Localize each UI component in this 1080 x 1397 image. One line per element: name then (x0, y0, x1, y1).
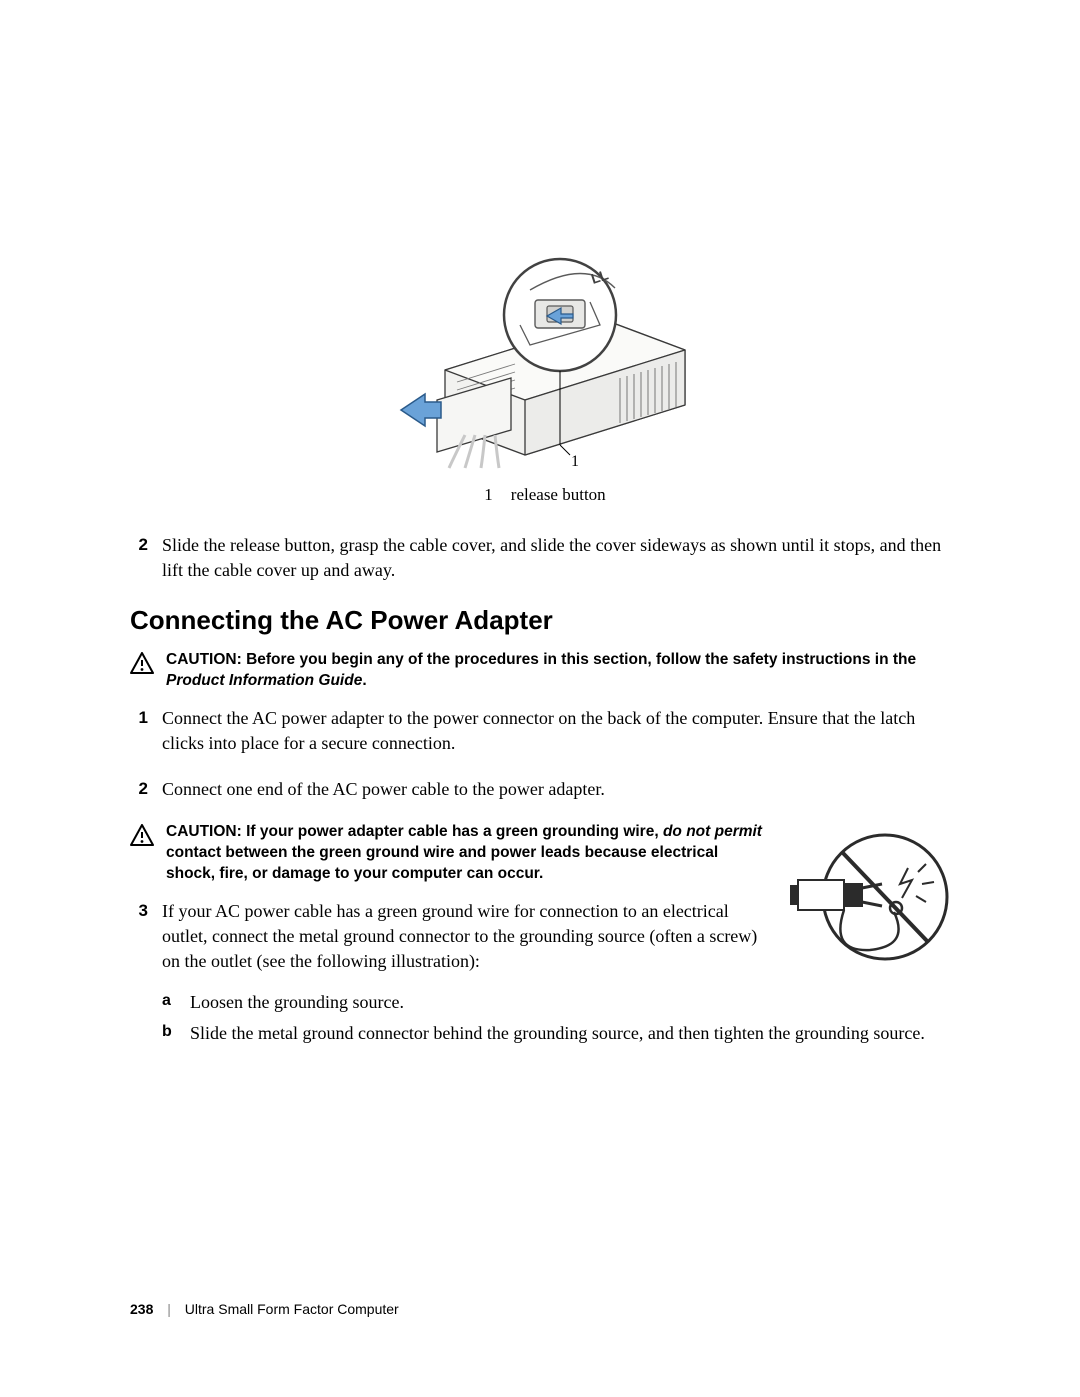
substep-letter: b (162, 1023, 176, 1044)
caution-body-end: contact between the green ground wire an… (166, 844, 718, 882)
caution-text: CAUTION: Before you begin any of the pro… (166, 650, 960, 692)
step-row: 3 If your AC power cable has a green gro… (130, 899, 770, 975)
caution-icon (130, 824, 154, 846)
caution-icon (130, 652, 154, 674)
document-page: LL 1 1 release button 2 Slide the releas… (0, 0, 1080, 1397)
step-number: 3 (130, 899, 148, 975)
caution-italic: do not permit (663, 823, 762, 840)
step-number: 2 (130, 533, 148, 583)
caution-text: CAUTION: If your power adapter cable has… (166, 822, 770, 885)
substep-text: Slide the metal ground connector behind … (190, 1023, 960, 1044)
caution-lead: CAUTION: (166, 651, 246, 668)
caution-body-end: . (362, 672, 366, 689)
caution-block: CAUTION: Before you begin any of the pro… (130, 650, 960, 692)
caution-body: If your power adapter cable has a green … (246, 823, 663, 840)
step-row: 2 Slide the release button, grasp the ca… (130, 533, 960, 583)
step-text: Connect the AC power adapter to the powe… (162, 706, 960, 756)
step-row: 2 Connect one end of the AC power cable … (130, 777, 960, 802)
figure-legend: 1 release button (130, 485, 960, 505)
step-text: Connect one end of the AC power cable to… (162, 777, 960, 802)
caution-lead: CAUTION: (166, 823, 246, 840)
device-illustration: LL 1 (375, 230, 715, 470)
step-text: Slide the release button, grasp the cabl… (162, 533, 960, 583)
substep-row: b Slide the metal ground connector behin… (162, 1023, 960, 1044)
footer-divider: | (167, 1301, 171, 1317)
legend-label: release button (511, 485, 606, 505)
figure-callout-num: 1 (571, 453, 579, 470)
caution-body: Before you begin any of the procedures i… (246, 651, 916, 668)
plug-prohibit-icon (790, 822, 960, 972)
legend-number: 1 (484, 485, 493, 505)
step-number: 1 (130, 706, 148, 756)
step-number: 2 (130, 777, 148, 802)
section-heading: Connecting the AC Power Adapter (130, 605, 960, 636)
step3-group: CAUTION: If your power adapter cable has… (130, 822, 960, 982)
caution-block: CAUTION: If your power adapter cable has… (130, 822, 770, 885)
page-number: 238 (130, 1301, 153, 1317)
substep-text: Loosen the grounding source. (190, 992, 960, 1013)
substep-row: a Loosen the grounding source. (162, 992, 960, 1013)
footer-section-name: Ultra Small Form Factor Computer (185, 1301, 399, 1317)
step-row: 1 Connect the AC power adapter to the po… (130, 706, 960, 756)
device-figure: LL 1 (130, 230, 960, 475)
substep-letter: a (162, 992, 176, 1013)
step-text: If your AC power cable has a green groun… (162, 899, 770, 975)
caution-italic: Product Information Guide (166, 672, 362, 689)
page-footer: 238 | Ultra Small Form Factor Computer (130, 1301, 399, 1317)
